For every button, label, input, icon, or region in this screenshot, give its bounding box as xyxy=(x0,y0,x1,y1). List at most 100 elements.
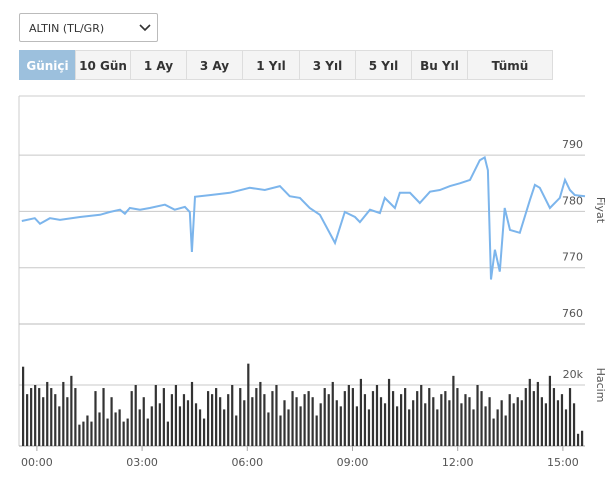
range-tab[interactable]: 1 Ay xyxy=(130,50,187,80)
volume-bar xyxy=(190,381,194,446)
volume-bar xyxy=(22,366,25,446)
range-tab[interactable]: 3 Ay xyxy=(186,50,243,80)
volume-bar xyxy=(106,418,109,446)
volume-bar xyxy=(556,400,560,446)
volume-bar xyxy=(460,403,463,446)
volume-bar xyxy=(223,409,226,446)
volume-bar xyxy=(255,388,258,446)
volume-bar xyxy=(174,385,178,446)
volume-bar xyxy=(319,403,322,446)
volume-bar xyxy=(339,406,342,446)
x-tick-label: 09:00 xyxy=(337,456,369,469)
range-tab[interactable]: Tümü xyxy=(467,50,553,80)
price-line xyxy=(21,155,586,280)
volume-bar xyxy=(367,409,371,446)
volume-bar xyxy=(448,400,451,446)
volume-bar xyxy=(259,381,262,446)
volume-bar xyxy=(154,385,157,446)
volume-bar xyxy=(58,406,61,446)
volume-bar xyxy=(327,394,330,446)
volume-bar xyxy=(38,388,41,446)
volume-bar xyxy=(251,397,254,446)
volume-bar xyxy=(54,394,57,446)
volume-bar xyxy=(134,385,137,446)
volume-bar xyxy=(508,394,511,446)
volume-bar xyxy=(560,394,564,446)
instrument-select[interactable]: ALTIN (TL/GR) xyxy=(19,13,158,42)
volume-bar xyxy=(30,388,33,446)
range-tab[interactable]: 3 Yıl xyxy=(299,50,356,80)
volume-bar xyxy=(516,397,519,446)
instrument-label: ALTIN (TL/GR) xyxy=(29,22,105,35)
volume-bar xyxy=(219,397,222,446)
volume-bar xyxy=(444,391,447,446)
volume-bar xyxy=(239,388,242,446)
volume-bar xyxy=(295,397,298,446)
volume-bar xyxy=(198,409,202,446)
range-tab[interactable]: 5 Yıl xyxy=(355,50,412,80)
volume-bar xyxy=(351,388,354,446)
volume-bar xyxy=(283,400,286,446)
volume-bar xyxy=(271,391,274,446)
volume-bar xyxy=(158,403,161,446)
volume-bar xyxy=(215,388,218,446)
volume-bar xyxy=(347,385,350,446)
volume-bar xyxy=(484,406,487,446)
volume-bar xyxy=(391,391,395,446)
volume-bar xyxy=(536,381,539,446)
volume-bar xyxy=(66,397,69,446)
volume-bar xyxy=(114,412,117,446)
y-tick-label: 760 xyxy=(562,307,583,320)
volume-bar xyxy=(404,388,407,446)
volume-bar xyxy=(34,385,37,446)
range-tab[interactable]: Güniçi xyxy=(19,50,76,80)
volume-bar xyxy=(383,403,387,446)
volume-bar xyxy=(375,385,379,446)
volume-bar xyxy=(142,397,145,446)
volume-bar xyxy=(343,391,346,446)
volume-bar xyxy=(576,433,580,446)
volume-bar xyxy=(26,394,29,446)
volume-bar xyxy=(436,409,439,446)
volume-bar xyxy=(580,430,584,446)
volume-bar xyxy=(395,406,399,446)
volume-bar xyxy=(432,397,435,446)
volume-bar xyxy=(504,415,507,446)
volume-bar xyxy=(275,385,278,446)
volume-bar xyxy=(400,394,403,446)
volume-bar xyxy=(162,388,165,446)
volume-bar xyxy=(247,363,250,446)
volume-bar xyxy=(82,421,85,446)
volume-bar xyxy=(424,403,427,446)
volume-bar xyxy=(146,418,149,446)
volume-bar xyxy=(524,388,527,446)
volume-bar xyxy=(323,388,326,446)
volume-bar xyxy=(456,388,459,446)
volume-bar xyxy=(74,388,77,446)
volume-bar xyxy=(150,406,153,446)
volume-bar xyxy=(102,388,105,446)
volume-bar xyxy=(564,409,568,446)
volume-bar xyxy=(70,375,73,446)
volume-bar xyxy=(206,391,210,446)
volume-bar xyxy=(122,421,125,446)
y-tick-label: 770 xyxy=(562,251,583,264)
y-tick-label: 790 xyxy=(562,138,583,151)
range-tab[interactable]: 1 Yıl xyxy=(242,50,300,80)
volume-bar xyxy=(303,394,306,446)
volume-bar xyxy=(412,400,415,446)
volume-bar xyxy=(568,388,572,446)
volume-bar xyxy=(335,400,338,446)
volume-bar xyxy=(202,418,206,446)
volume-bar xyxy=(440,394,443,446)
volume-bar xyxy=(110,397,113,446)
volume-bar xyxy=(263,394,266,446)
volume-bar xyxy=(500,400,503,446)
y-tick-label: 780 xyxy=(562,194,583,207)
volume-bar xyxy=(235,415,238,446)
volume-bar xyxy=(468,397,471,446)
volume-bar xyxy=(480,391,483,446)
volume-bar xyxy=(452,375,455,446)
